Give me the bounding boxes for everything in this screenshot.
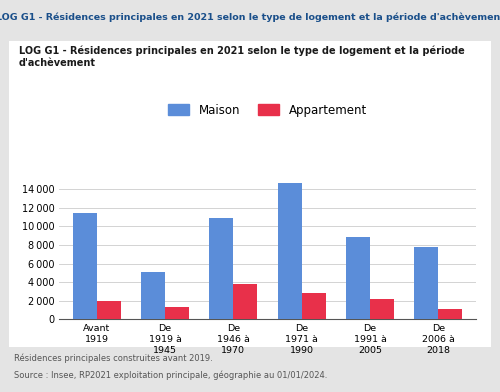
- Bar: [141, 272, 165, 319]
- Bar: [438, 309, 462, 319]
- Bar: [234, 284, 257, 319]
- Bar: [96, 301, 120, 319]
- Bar: [165, 307, 189, 319]
- Text: LOG G1 - Résidences principales en 2021 selon le type de logement et la période : LOG G1 - Résidences principales en 2021 …: [0, 13, 500, 22]
- Bar: [302, 293, 326, 319]
- Bar: [370, 299, 394, 319]
- Bar: [414, 247, 438, 319]
- Text: LOG G1 - Résidences principales en 2021 selon le type de logement et la période
: LOG G1 - Résidences principales en 2021 …: [19, 45, 465, 68]
- Bar: [72, 213, 96, 319]
- Text: Résidences principales construites avant 2019.: Résidences principales construites avant…: [14, 354, 213, 363]
- Legend: Maison, Appartement: Maison, Appartement: [164, 99, 372, 122]
- Text: Source : Insee, RP2021 exploitation principale, géographie au 01/01/2024.: Source : Insee, RP2021 exploitation prin…: [14, 370, 328, 380]
- Bar: [210, 218, 234, 319]
- Bar: [278, 183, 301, 319]
- Bar: [346, 237, 370, 319]
